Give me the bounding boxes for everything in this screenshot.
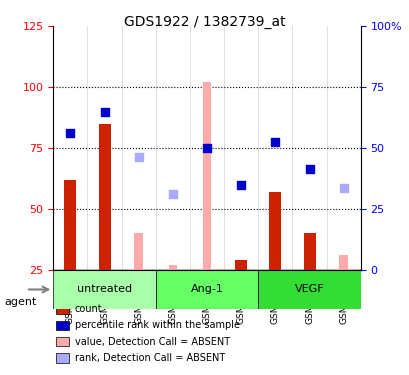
Text: percentile rank within the sample: percentile rank within the sample <box>74 320 239 330</box>
Bar <box>98 124 110 331</box>
Bar <box>56 321 69 330</box>
Text: value, Detection Call = ABSENT: value, Detection Call = ABSENT <box>74 337 229 347</box>
Point <box>272 139 278 145</box>
Text: Ang-1: Ang-1 <box>190 285 223 294</box>
Bar <box>303 233 315 331</box>
Bar <box>269 192 281 331</box>
Point <box>169 191 176 197</box>
Text: agent: agent <box>4 297 36 307</box>
Bar <box>56 304 69 313</box>
Bar <box>56 337 69 346</box>
Point <box>101 109 108 115</box>
Point <box>67 130 74 136</box>
Bar <box>134 233 143 331</box>
Point <box>237 182 244 188</box>
Point <box>203 145 210 151</box>
Text: VEGF: VEGF <box>294 285 324 294</box>
Point <box>135 154 142 160</box>
Text: rank, Detection Call = ABSENT: rank, Detection Call = ABSENT <box>74 353 225 363</box>
FancyBboxPatch shape <box>258 270 360 309</box>
Text: count: count <box>74 304 102 314</box>
FancyBboxPatch shape <box>53 270 155 309</box>
Bar <box>168 265 177 331</box>
Point <box>339 185 346 191</box>
Text: untreated: untreated <box>77 285 132 294</box>
Text: GDS1922 / 1382739_at: GDS1922 / 1382739_at <box>124 15 285 29</box>
FancyBboxPatch shape <box>155 270 258 309</box>
Bar <box>339 255 347 331</box>
Bar <box>202 82 211 331</box>
Bar <box>235 260 247 331</box>
Bar <box>64 180 76 331</box>
Bar <box>56 354 69 363</box>
Point <box>306 166 312 172</box>
